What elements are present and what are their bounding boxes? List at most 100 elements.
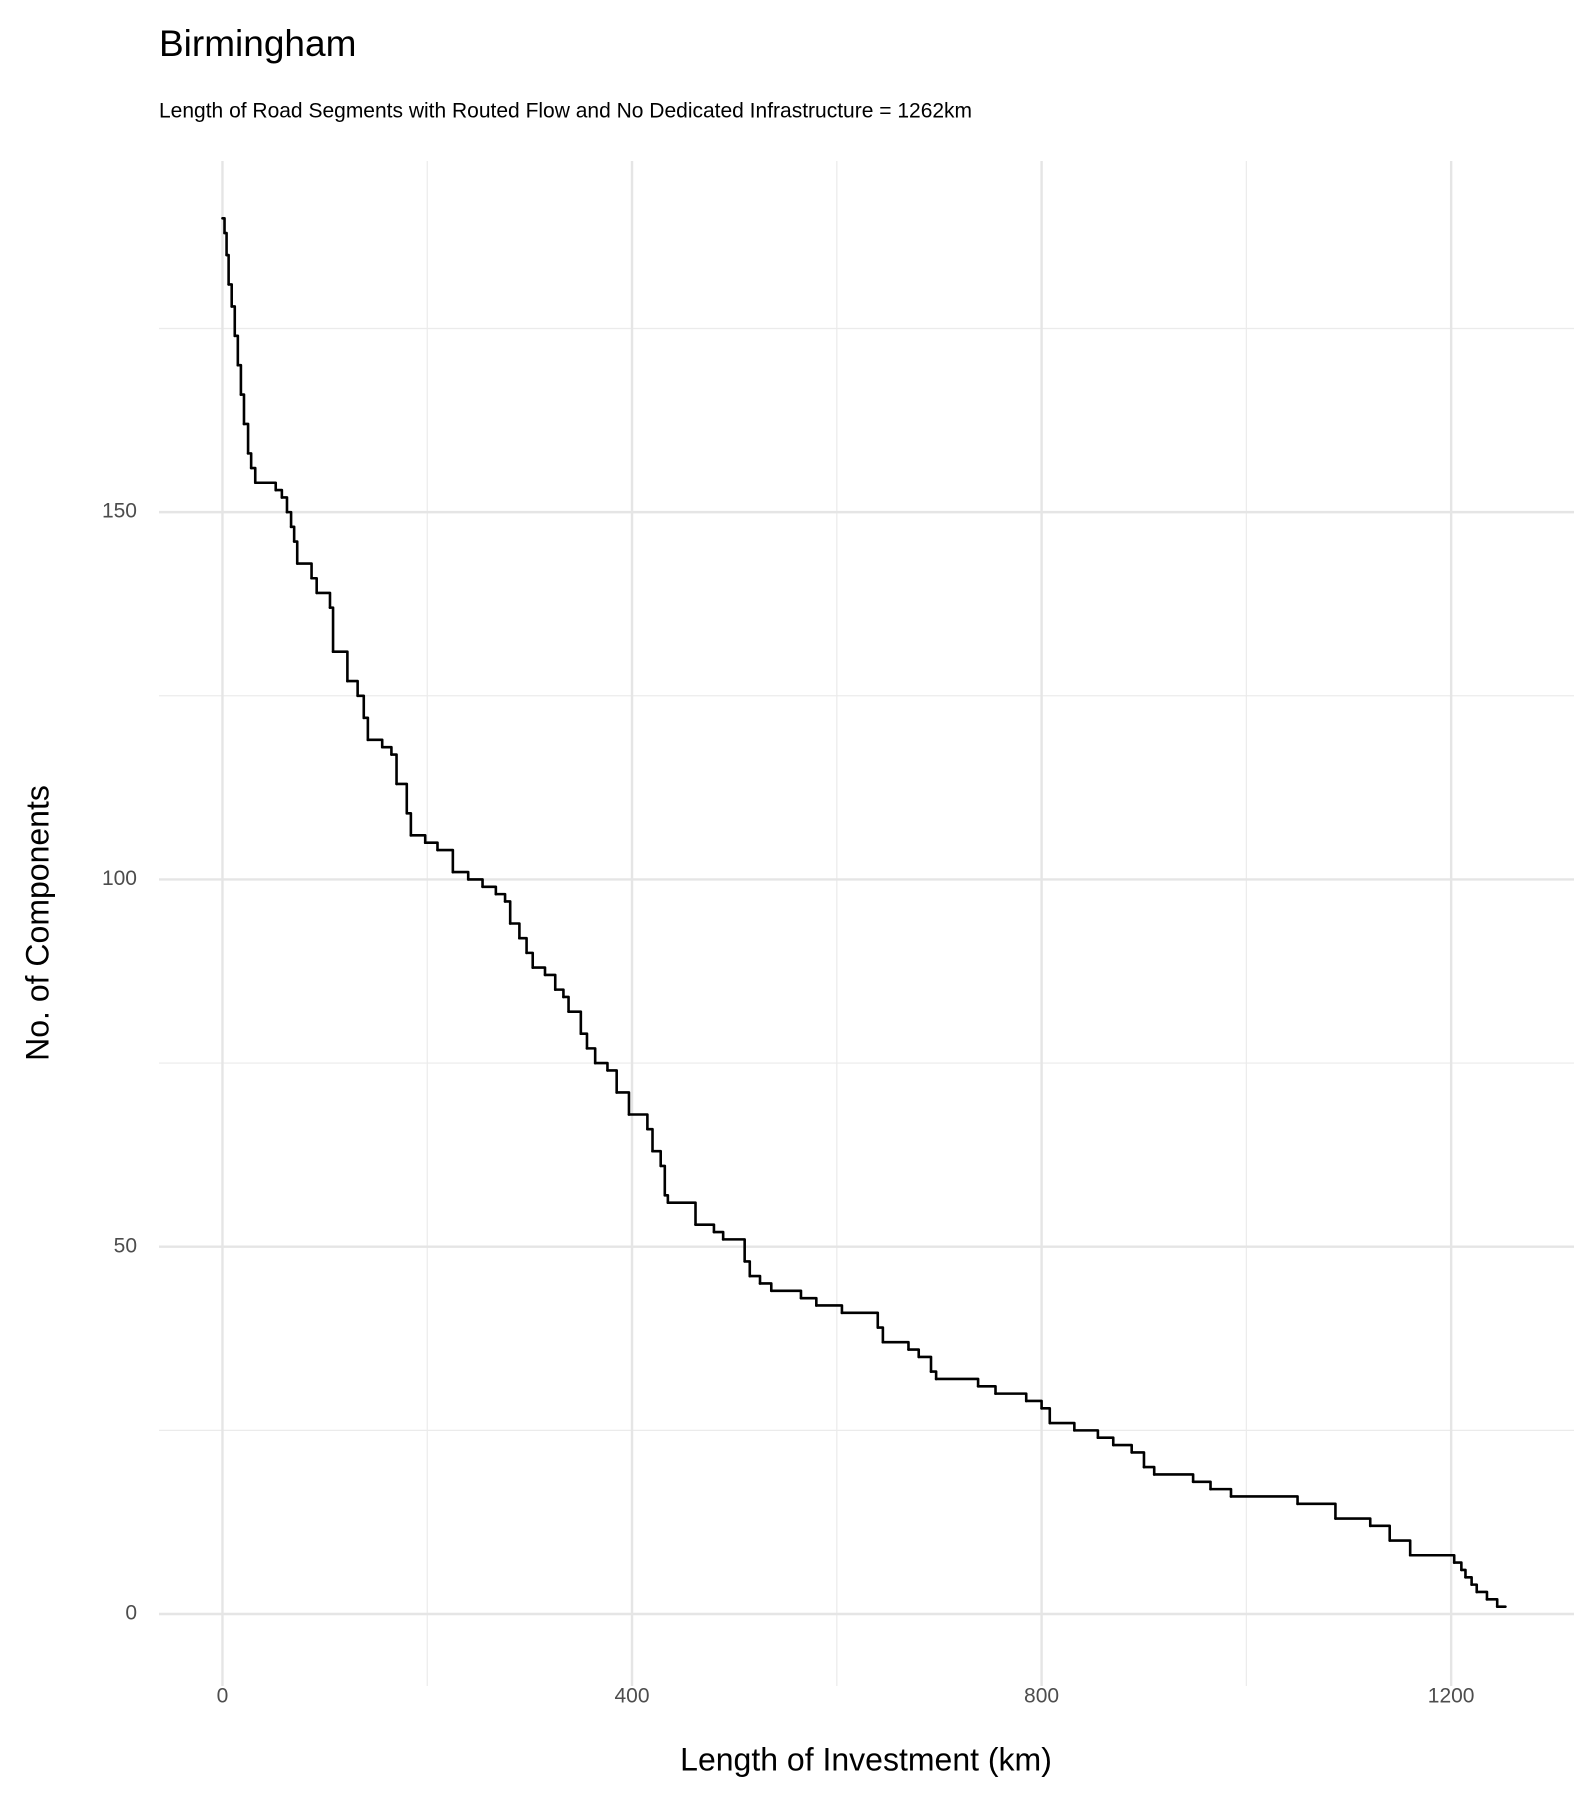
- step-line: [221, 216, 226, 235]
- step-line: [815, 1304, 844, 1315]
- step-line: [315, 591, 332, 609]
- step-line: [907, 1348, 921, 1359]
- step-line: [295, 562, 313, 580]
- step-line: [395, 782, 409, 815]
- step-line: [934, 1377, 980, 1388]
- step-line: [1475, 1590, 1489, 1601]
- step-line: [466, 878, 484, 889]
- step-line: [579, 1032, 589, 1050]
- step-line: [223, 231, 228, 257]
- step-line: [666, 1201, 697, 1226]
- x-axis-title: Length of Investment (km): [680, 1741, 1052, 1777]
- step-line: [508, 922, 521, 940]
- step-line: [503, 900, 512, 925]
- step-line: [249, 466, 257, 485]
- step-line: [567, 1010, 583, 1035]
- step-line: [627, 1113, 649, 1131]
- step-line: [1460, 1568, 1467, 1579]
- step-line: [1452, 1561, 1463, 1572]
- step-line: [236, 363, 243, 396]
- x-tick-label: 1200: [1428, 1685, 1475, 1708]
- step-line: [1209, 1487, 1233, 1498]
- step-line: [543, 973, 557, 991]
- step-line: [553, 988, 565, 999]
- y-tick-label: 50: [114, 1234, 137, 1257]
- step-line: [225, 253, 230, 286]
- step-line: [239, 393, 246, 426]
- step-line: [274, 488, 284, 499]
- step-line: [615, 1091, 631, 1116]
- step-line: [1229, 1495, 1299, 1506]
- step-line: [758, 1282, 773, 1293]
- step-line: [769, 1289, 803, 1300]
- y-tick-label: 150: [102, 500, 137, 523]
- step-line: [1073, 1429, 1100, 1440]
- step-line: [518, 936, 528, 955]
- step-line: [531, 966, 547, 977]
- step-line: [562, 995, 570, 1013]
- step-line: [929, 1370, 938, 1381]
- step-line: [1040, 1407, 1052, 1425]
- step-line: [1191, 1480, 1212, 1491]
- step-line: [748, 1274, 762, 1285]
- step-line: [881, 1340, 910, 1351]
- y-tick-label: 0: [125, 1602, 137, 1625]
- y-axis-title: No. of Components: [19, 785, 55, 1061]
- step-line: [242, 422, 250, 455]
- step-line: [310, 576, 318, 595]
- step-line: [1296, 1502, 1337, 1520]
- step-line: [840, 1311, 880, 1329]
- step-line: [646, 1127, 654, 1153]
- step-line: [1048, 1421, 1076, 1432]
- step-line: [280, 496, 289, 514]
- step-line: [1368, 1524, 1391, 1542]
- step-line: [743, 1260, 752, 1278]
- step-line: [1096, 1436, 1115, 1447]
- step-line: [289, 525, 296, 543]
- step-line: [409, 834, 427, 844]
- step-line: [525, 951, 535, 969]
- step-line: [1388, 1539, 1412, 1557]
- chart-title: Birmingham: [159, 23, 356, 64]
- step-line: [1024, 1399, 1043, 1410]
- y-tick-label: 100: [102, 867, 137, 890]
- step-line: [494, 892, 507, 903]
- step-line: [380, 745, 393, 756]
- step-line: [331, 650, 349, 683]
- x-tick-label: 0: [217, 1685, 229, 1708]
- step-line: [694, 1223, 716, 1234]
- step-line: [1111, 1443, 1133, 1454]
- step-line: [481, 885, 498, 896]
- step-line: [712, 1230, 725, 1241]
- step-line: [246, 452, 253, 470]
- step-line: [346, 679, 359, 698]
- step-line: [659, 1164, 667, 1197]
- step-line: [362, 716, 370, 742]
- step-line: [651, 1149, 662, 1168]
- step-line: [436, 848, 455, 874]
- step-line: [1408, 1553, 1456, 1564]
- step-line: [721, 1238, 746, 1263]
- step-line: [1142, 1465, 1156, 1476]
- step-line: [230, 305, 237, 338]
- chart-subtitle: Length of Road Segments with Routed Flow…: [159, 100, 972, 123]
- x-tick-label: 800: [1024, 1685, 1059, 1708]
- step-line: [593, 1061, 609, 1072]
- step-line: [1470, 1583, 1479, 1594]
- step-line: [390, 753, 398, 786]
- step-line: [585, 1047, 597, 1065]
- step-line: [233, 334, 240, 367]
- step-line: [366, 738, 384, 749]
- step-line: [799, 1296, 818, 1307]
- step-line: [663, 1194, 670, 1204]
- step-line: [1464, 1575, 1473, 1586]
- step-line: [976, 1384, 997, 1395]
- step-line: [227, 283, 233, 308]
- step-line: [292, 540, 299, 565]
- step-line: [405, 812, 413, 837]
- step-line: [606, 1069, 618, 1094]
- step-line: [994, 1392, 1028, 1403]
- step-line: [1152, 1473, 1195, 1484]
